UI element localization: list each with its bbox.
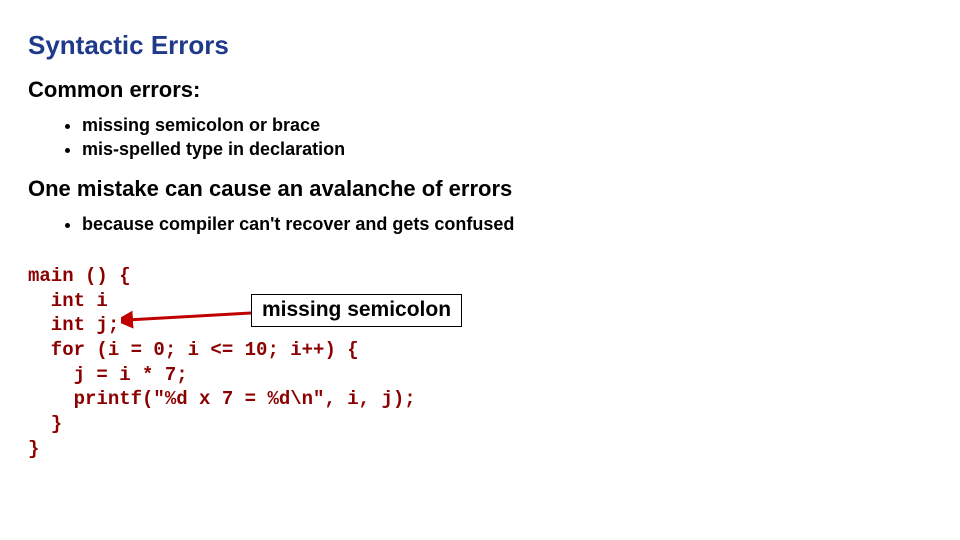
bullet-item: mis-spelled type in declaration bbox=[82, 137, 932, 161]
slide: Syntactic Errors Common errors: missing … bbox=[0, 0, 960, 540]
code-line: main () { bbox=[28, 265, 131, 287]
code-example: main () { int i int j; for (i = 0; i <= … bbox=[28, 264, 932, 462]
bullet-item: because compiler can't recover and gets … bbox=[82, 212, 932, 236]
callout-missing-semicolon: missing semicolon bbox=[251, 294, 462, 327]
code-line: } bbox=[28, 413, 62, 435]
code-line: j = i * 7; bbox=[28, 364, 188, 386]
code-line: } bbox=[28, 438, 39, 460]
code-line: int j; bbox=[28, 314, 119, 336]
bullets-avalanche: because compiler can't recover and gets … bbox=[28, 212, 932, 236]
code-line: printf("%d x 7 = %d\n", i, j); bbox=[28, 388, 416, 410]
bullet-item: missing semicolon or brace bbox=[82, 113, 932, 137]
subhead-common-errors: Common errors: bbox=[28, 77, 932, 103]
slide-title: Syntactic Errors bbox=[28, 30, 932, 61]
code-line: int i bbox=[28, 290, 108, 312]
bullets-common-errors: missing semicolon or brace mis-spelled t… bbox=[28, 113, 932, 162]
code-line: for (i = 0; i <= 10; i++) { bbox=[28, 339, 359, 361]
subhead-avalanche: One mistake can cause an avalanche of er… bbox=[28, 176, 932, 202]
